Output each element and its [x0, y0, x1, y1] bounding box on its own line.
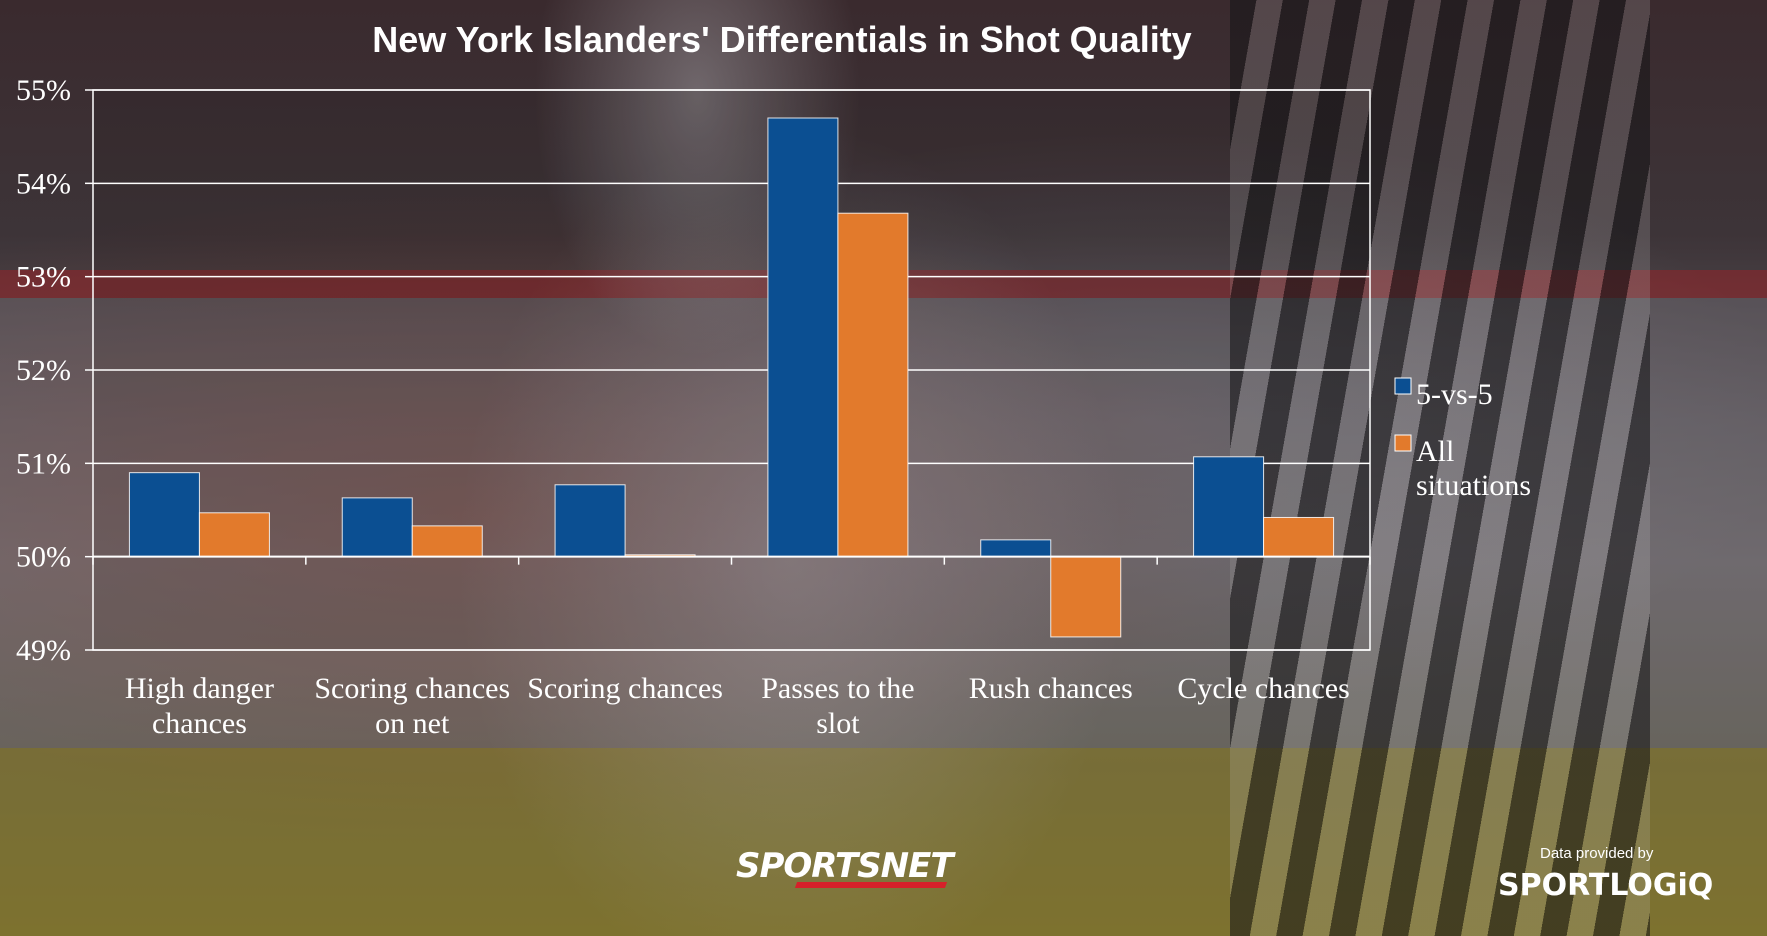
x-category-label-line: on net [375, 707, 450, 740]
x-category-label: High danger chances [125, 672, 274, 740]
background-referee-photo [1230, 0, 1650, 936]
x-category-label: Scoring chances [527, 672, 723, 705]
x-category-label: Passes to the slot [761, 672, 914, 740]
sportsnet-logo-text: SPORTSNET [736, 846, 954, 886]
bar-all-situations [1050, 556, 1122, 638]
bar-5v5 [767, 117, 839, 558]
y-tick-label: 55% [16, 74, 71, 107]
sportsnet-swoosh [794, 882, 948, 888]
y-tick-label: 50% [16, 541, 71, 574]
x-category-label: Cycle chances [1177, 672, 1349, 705]
x-category-label-line: Cycle chances [1177, 672, 1349, 705]
y-tick-label: 49% [16, 634, 71, 667]
bar-all-situations [198, 512, 270, 558]
bar-5v5 [554, 484, 626, 558]
y-tick-label: 54% [16, 167, 71, 200]
legend-label-line: 5-vs-5 [1416, 378, 1493, 411]
bar-all-situations [1263, 516, 1335, 558]
sportsnet-logo: SPORTSNET [736, 846, 954, 888]
bar-5v5 [980, 539, 1052, 558]
legend-label: 5-vs-5 [1416, 378, 1493, 411]
bar-all-situations [411, 525, 483, 558]
legend-swatch [1394, 434, 1412, 452]
x-category-label-line: slot [816, 707, 860, 740]
x-category-label-line: High danger [125, 672, 274, 705]
y-tick-label: 52% [16, 354, 71, 387]
legend-swatch [1394, 377, 1412, 395]
x-category-label-line: Scoring chances [314, 672, 510, 705]
data-provided-by-label: Data provided by [1540, 845, 1654, 862]
y-tick-label: 51% [16, 447, 71, 480]
legend-label: All situations [1416, 435, 1531, 502]
y-tick-label: 53% [16, 261, 71, 294]
x-category-label-line: Passes to the [761, 672, 914, 705]
x-category-label: Scoring chances on net [314, 672, 510, 740]
legend-label-line: All [1416, 435, 1454, 468]
x-category-label-line: Rush chances [969, 672, 1133, 705]
bar-all-situations [837, 212, 909, 558]
x-category-label: Rush chances [969, 672, 1133, 705]
x-category-label-line: chances [152, 707, 247, 740]
bar-5v5 [341, 497, 413, 558]
bar-5v5 [1193, 456, 1265, 558]
sportlogiq-logo: SPORTLOGiQ [1498, 868, 1714, 903]
bar-5v5 [128, 472, 200, 558]
legend-label-line: situations [1416, 469, 1531, 502]
x-category-label-line: Scoring chances [527, 672, 723, 705]
chart-title: New York Islanders' Differentials in Sho… [372, 19, 1191, 60]
